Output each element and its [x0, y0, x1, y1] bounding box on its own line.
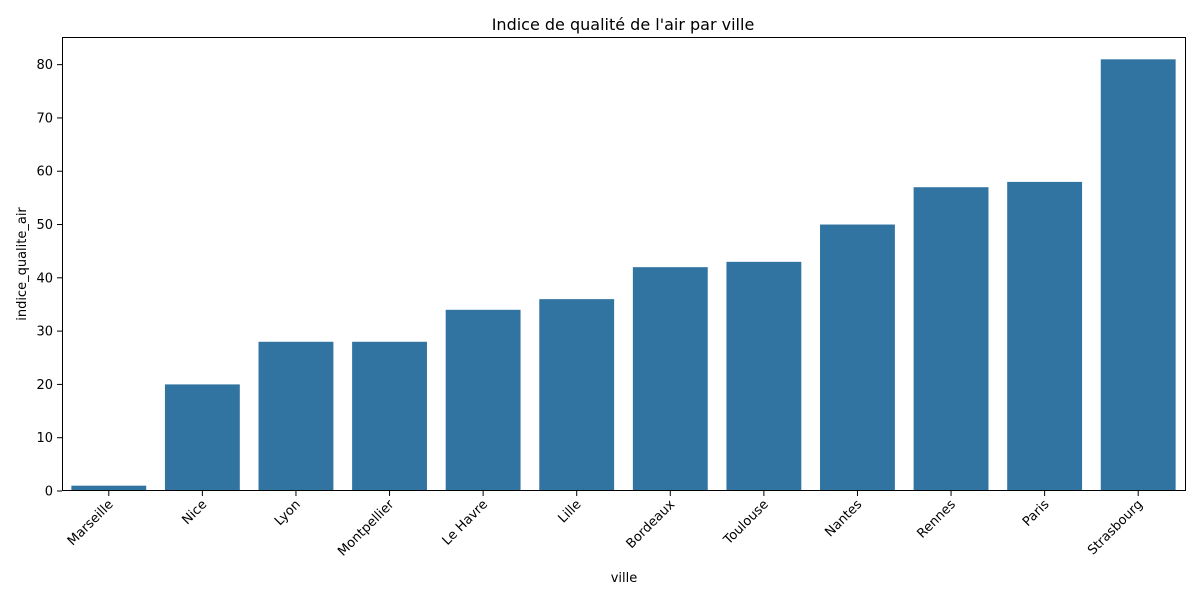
- bar-montpellier: [352, 341, 427, 491]
- x-axis-label: ville: [611, 571, 638, 586]
- x-tick-label: Strasbourg: [1085, 497, 1146, 558]
- y-tick-label: 40: [36, 271, 53, 286]
- x-tick-label: Le Havre: [440, 497, 491, 548]
- bar-marseille: [71, 485, 147, 491]
- x-tick-label: Lyon: [272, 497, 304, 529]
- x-tick-label: Nice: [179, 497, 210, 528]
- x-tick-label: Nantes: [822, 497, 865, 540]
- y-tick-label: 0: [45, 485, 53, 500]
- y-axis: 0 10 20 30 40 50 60 70 80: [36, 58, 62, 500]
- bar-strasbourg: [1100, 59, 1176, 491]
- bar-toulouse: [726, 261, 802, 491]
- y-tick-label: 20: [36, 378, 53, 393]
- x-tick-label: Rennes: [915, 497, 959, 541]
- y-tick-label: 30: [36, 325, 53, 340]
- x-tick-label: Marseille: [65, 497, 117, 549]
- bar-paris: [1007, 181, 1083, 491]
- y-tick-label: 60: [36, 165, 53, 180]
- x-tick-label: Lille: [555, 497, 584, 526]
- x-tick-label: Paris: [1020, 497, 1053, 530]
- bar-bordeaux: [632, 267, 708, 491]
- bar-lille: [539, 299, 615, 491]
- bars-group: [71, 59, 1176, 491]
- bar-nantes: [820, 224, 895, 491]
- y-tick-label: 70: [36, 111, 53, 126]
- bar-lyon: [258, 341, 334, 491]
- y-tick-label: 80: [36, 58, 53, 73]
- bar-le-havre: [445, 309, 521, 491]
- chart-title: Indice de qualité de l'air par ville: [492, 15, 755, 34]
- plot-frame: [62, 37, 1186, 491]
- x-tick-label: Toulouse: [720, 497, 771, 548]
- y-axis-label: indice_qualite_air: [15, 207, 30, 321]
- bar-nice: [164, 384, 240, 491]
- x-axis: Marseille Nice Lyon Montpellier Le Havre Lill…: [65, 491, 1146, 559]
- x-tick-label: Montpellier: [335, 497, 398, 560]
- x-tick-label: Bordeaux: [624, 497, 679, 552]
- bar-rennes: [913, 187, 989, 491]
- y-tick-label: 10: [36, 431, 53, 446]
- y-tick-label: 50: [36, 218, 53, 233]
